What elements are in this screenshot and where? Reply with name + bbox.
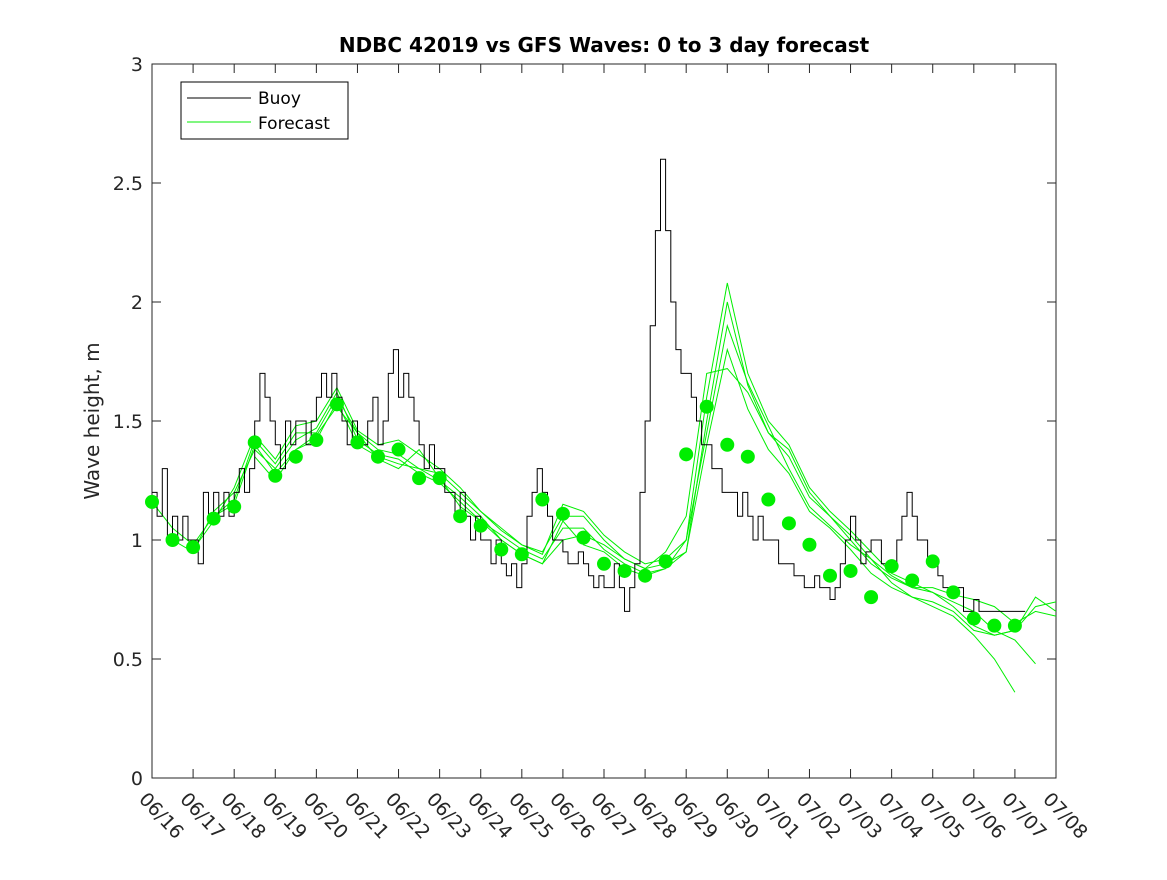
forecast-marker-point — [453, 509, 468, 524]
forecast-marker-point — [165, 533, 180, 547]
forecast-marker-point — [412, 471, 427, 486]
y-axis-label: Wave height, m — [80, 342, 104, 499]
forecast-marker-point — [391, 442, 406, 457]
forecast-marker-point — [761, 492, 776, 507]
forecast-marker-point — [1007, 618, 1022, 633]
forecast-series-line — [192, 282, 1036, 665]
forecast-marker-point — [473, 518, 488, 533]
y-tick-label: 2.5 — [113, 173, 143, 195]
forecast-series-line — [254, 323, 1056, 636]
forecast-marker-point — [720, 437, 735, 452]
y-tick-label: 0.5 — [113, 649, 143, 671]
forecast-marker-point — [638, 568, 653, 583]
forecast-series-line — [172, 347, 1016, 693]
forecast-marker-point — [186, 540, 201, 555]
forecast-marker-point — [823, 568, 837, 583]
forecast-marker-point — [309, 433, 324, 448]
legend-buoy-label: Buoy — [258, 89, 301, 109]
forecast-marker-point — [925, 554, 940, 569]
y-tick-label: 2 — [131, 292, 143, 314]
forecast-marker-point — [576, 530, 591, 545]
forecast-marker-point — [247, 435, 262, 450]
forecast-marker-point — [371, 449, 385, 464]
forecast-marker-point — [617, 563, 632, 578]
y-tick-label: 3 — [131, 54, 143, 76]
forecast-marker-point — [679, 447, 694, 462]
forecast-marker-point — [699, 399, 714, 414]
chart-title: NDBC 42019 vs GFS Waves: 0 to 3 day fore… — [339, 33, 870, 57]
forecast-marker-point — [905, 573, 920, 588]
forecast-marker-point — [966, 611, 981, 626]
forecast-marker-point — [802, 537, 817, 552]
forecast-series-line — [152, 301, 1056, 624]
buoy-series-line — [152, 158, 1026, 612]
forecast-marker-point — [658, 554, 673, 569]
forecast-marker-point — [555, 506, 570, 521]
forecast-marker-point — [432, 471, 447, 486]
forecast-marker-point — [268, 468, 283, 483]
forecast-marker-point — [350, 435, 365, 450]
forecast-marker-point — [781, 516, 796, 531]
forecast-marker-point — [514, 547, 529, 562]
y-tick-label: 0 — [131, 768, 143, 790]
forecast-marker-point — [288, 449, 303, 464]
legend-box — [180, 81, 349, 140]
forecast-marker-point — [494, 542, 509, 557]
y-tick-label: 1 — [131, 530, 143, 552]
forecast-marker-point — [843, 563, 858, 578]
forecast-marker-point — [987, 618, 1002, 633]
legend: Buoy Forecast — [180, 81, 349, 140]
y-tick-label: 1.5 — [113, 411, 143, 433]
forecast-marker-point — [227, 499, 242, 514]
forecast-marker-point — [329, 397, 344, 412]
forecast-marker-point — [535, 492, 550, 507]
forecast-marker-point — [597, 556, 611, 571]
forecast-marker-point — [946, 585, 961, 600]
forecast-marker-point — [740, 449, 755, 464]
forecast-marker-point — [864, 590, 879, 605]
forecast-marker-point — [884, 559, 899, 574]
legend-forecast-label: Forecast — [258, 114, 330, 134]
forecast-marker-point — [145, 494, 159, 509]
forecast-marker-point — [206, 511, 221, 526]
